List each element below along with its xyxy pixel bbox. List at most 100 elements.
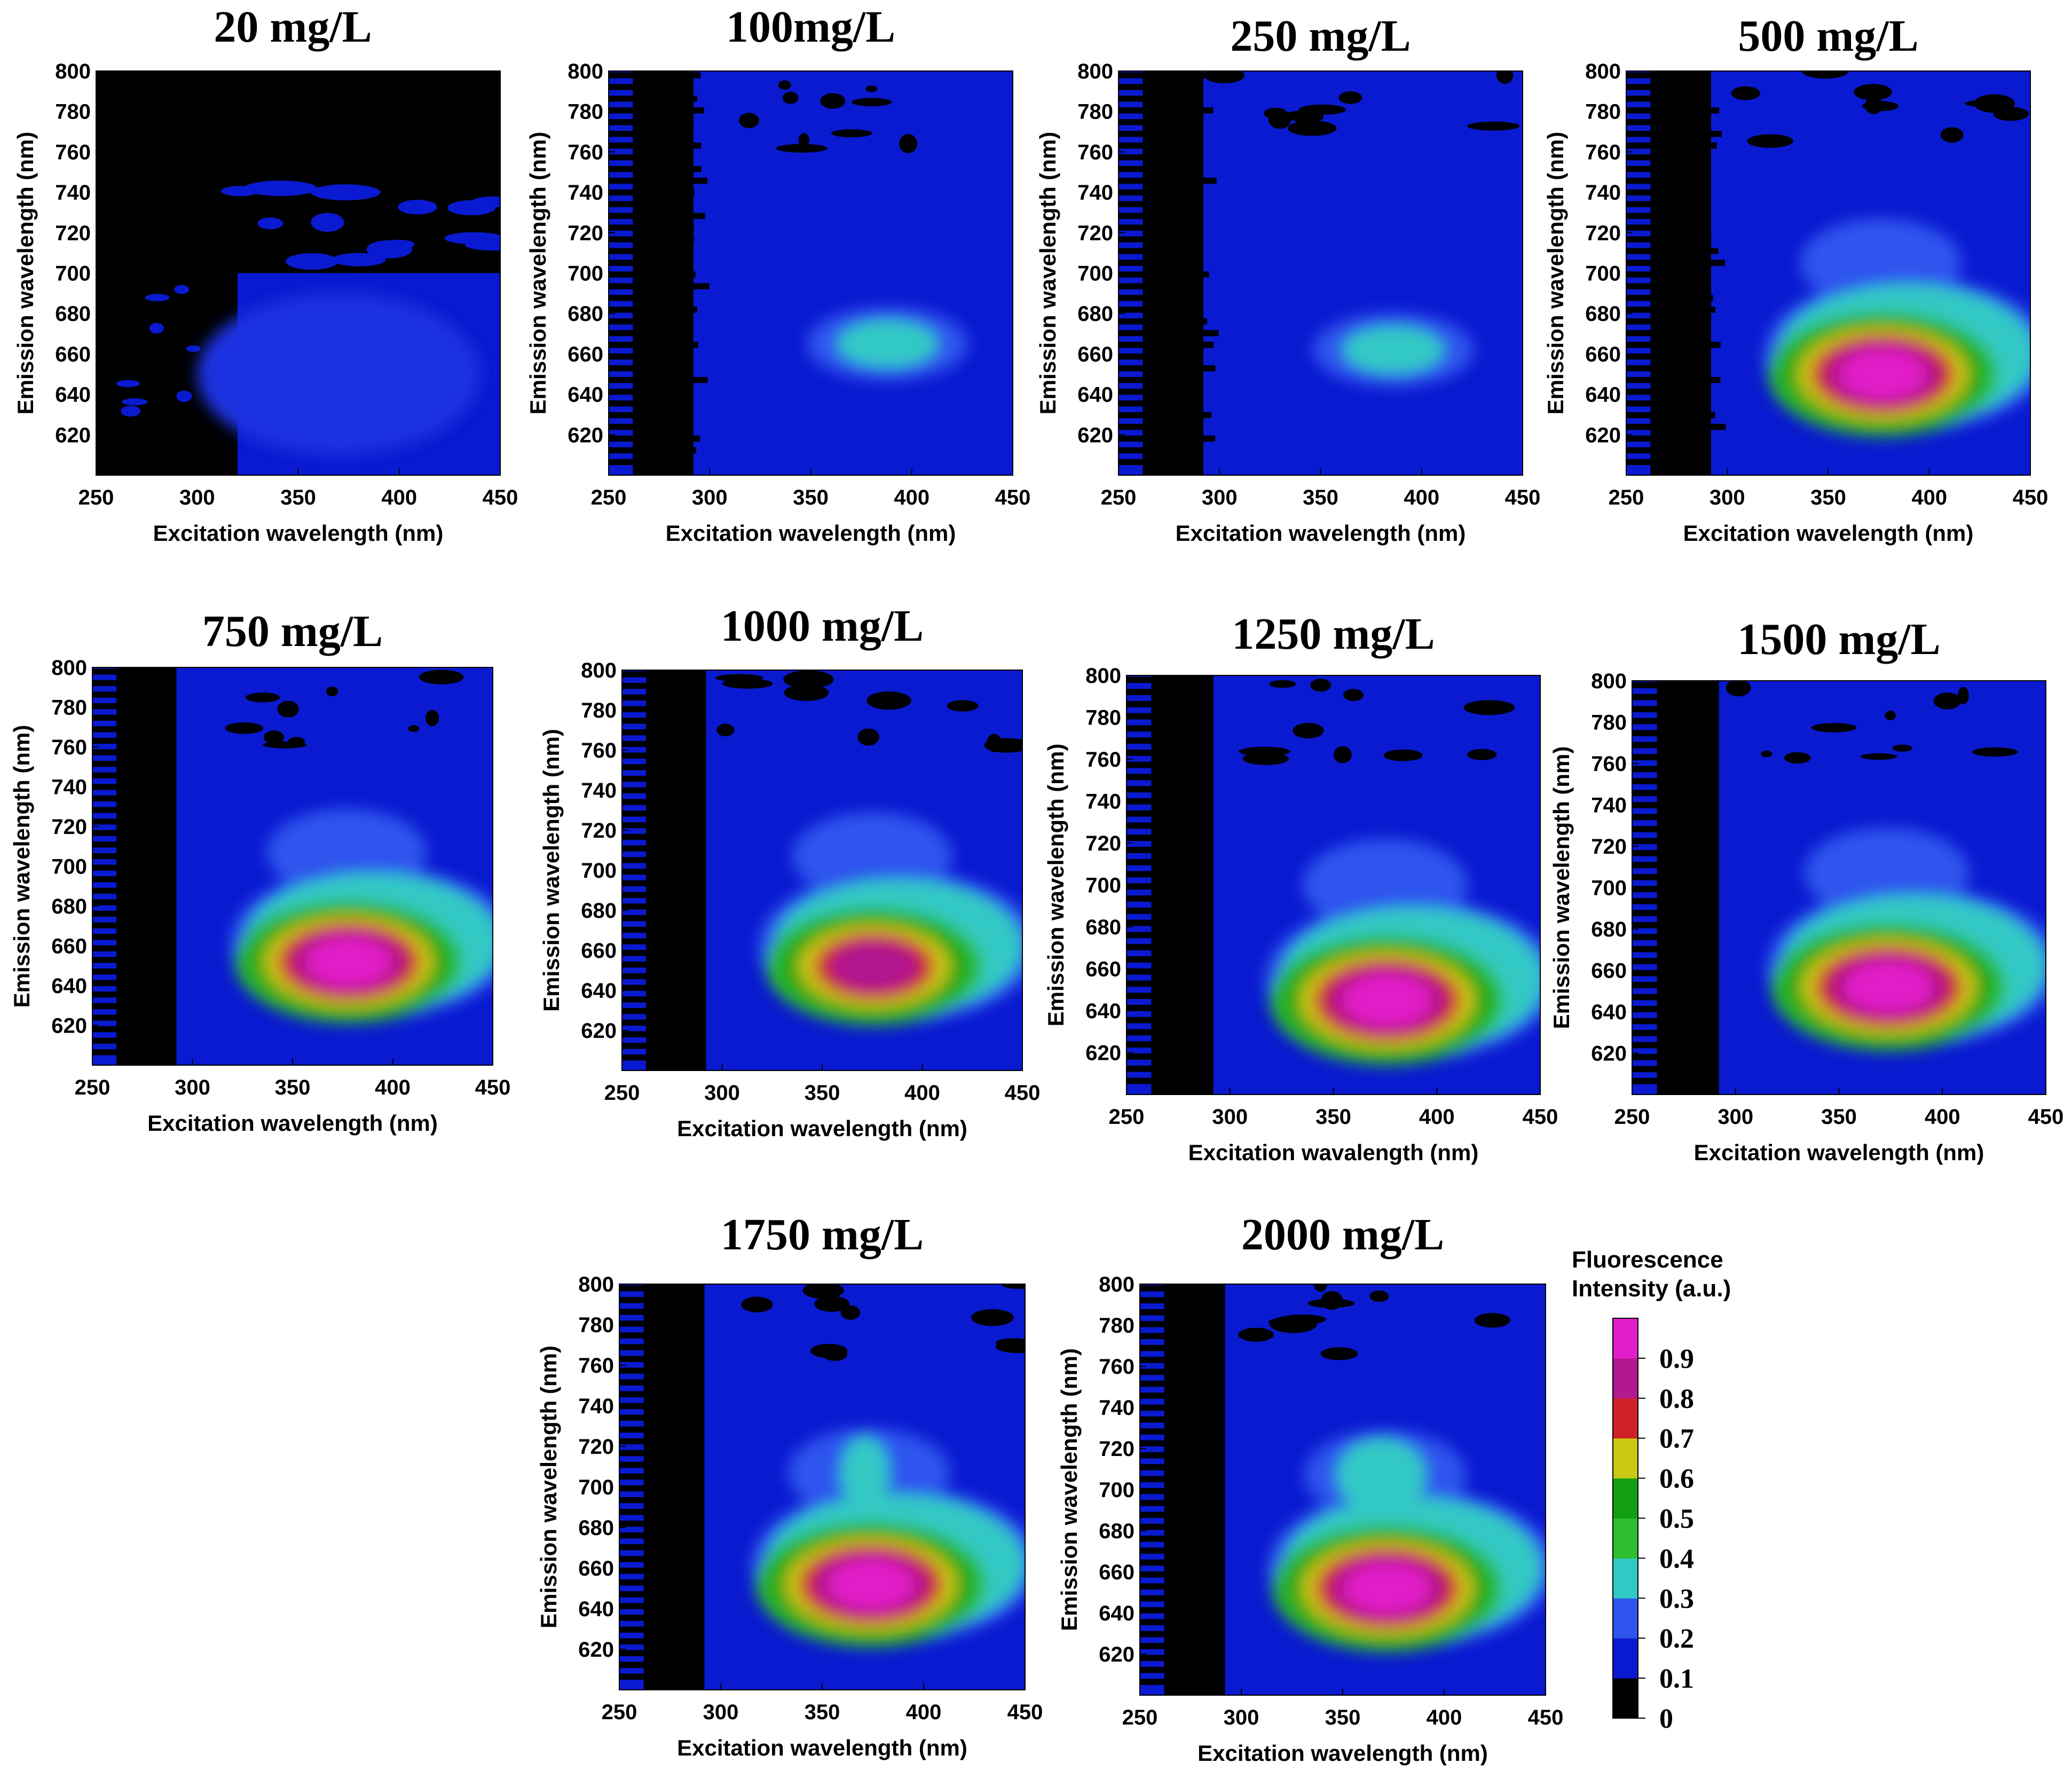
- x-tick-label: 250: [1614, 1105, 1650, 1129]
- y-tick-label: 680: [1077, 302, 1113, 326]
- x-tick-label: 300: [1212, 1105, 1248, 1129]
- y-tick-label: 760: [51, 736, 87, 759]
- low-signal-patch: [1940, 127, 1964, 143]
- y-tick-label: 700: [51, 855, 87, 879]
- panel-title: 500 mg/L: [1738, 11, 1918, 61]
- y-tick-label: 720: [1585, 222, 1621, 245]
- noise-patch: [243, 180, 318, 196]
- low-signal-patch: [1279, 1314, 1326, 1325]
- y-tick-label: 800: [1591, 670, 1627, 693]
- colorbar-tick-label: 0: [1659, 1704, 1673, 1734]
- low-signal-patch: [425, 710, 439, 727]
- y-axis-label: Emission wavelength (nm): [525, 132, 550, 415]
- y-tick-label: 700: [1591, 877, 1627, 900]
- x-axis-label: Excitation wavelength (nm): [153, 521, 444, 546]
- colorbar-tick-label: 0.1: [1659, 1664, 1694, 1694]
- y-tick-label: 780: [1591, 711, 1627, 735]
- y-tick-label: 740: [55, 181, 91, 204]
- y-tick-label: 800: [1099, 1273, 1135, 1296]
- y-tick-label: 760: [568, 140, 603, 164]
- y-tick-label: 640: [1585, 383, 1621, 407]
- colorbar: Fluorescence Intensity (a.u.) 0 0.1 0.2 0.3 0.…: [1572, 1247, 1731, 1734]
- low-signal-patch: [1885, 711, 1896, 721]
- y-tick-label: 660: [55, 343, 91, 366]
- low-signal-band: [96, 71, 500, 273]
- noise-patch: [149, 322, 164, 334]
- y-tick-label: 760: [1077, 140, 1113, 164]
- colorbar-tick-label: 0.5: [1659, 1504, 1694, 1534]
- heatmap-area: [1626, 71, 2030, 475]
- low-signal-patch: [277, 700, 299, 718]
- y-tick-label: 660: [1085, 958, 1121, 981]
- x-tick-label: 350: [280, 486, 316, 509]
- y-tick-label: 800: [578, 1273, 614, 1296]
- low-signal-patch: [984, 738, 1022, 753]
- colorbar-segment: [1613, 1478, 1638, 1518]
- low-signal-patch: [1321, 1290, 1343, 1310]
- heatmap-area: [1140, 1284, 1546, 1695]
- y-tick-label: 780: [1077, 100, 1113, 124]
- x-axis-label: Excitation wavelength (nm): [1176, 521, 1466, 546]
- low-signal-patch: [1784, 752, 1811, 764]
- noise-patch: [176, 390, 192, 402]
- y-tick-label: 680: [568, 302, 603, 326]
- x-tick-label: 400: [906, 1701, 942, 1724]
- y-tick-label: 700: [578, 1476, 614, 1499]
- intensity-contours: [1763, 218, 2030, 437]
- low-signal-column: [646, 670, 706, 1070]
- y-tick-label: 660: [581, 939, 617, 963]
- low-signal-patch: [899, 134, 918, 153]
- y-tick-label: 720: [568, 222, 603, 245]
- intensity-contours: [758, 812, 1022, 1026]
- low-signal-patch: [1298, 104, 1346, 115]
- panel-title: 20 mg/L: [214, 2, 372, 52]
- x-tick-label: 300: [1718, 1105, 1753, 1129]
- y-tick-label: 680: [1085, 916, 1121, 939]
- colorbar-segment: [1613, 1678, 1638, 1719]
- low-signal-patch: [1496, 71, 1514, 84]
- y-tick-label: 720: [1085, 832, 1121, 855]
- low-signal-patch: [1310, 679, 1332, 692]
- low-signal-column: [643, 1284, 705, 1690]
- low-signal-patch: [1467, 121, 1520, 131]
- low-signal-patch: [810, 1343, 848, 1358]
- x-tick-label: 300: [1709, 486, 1745, 509]
- low-signal-patch: [1338, 91, 1362, 104]
- low-signal-patch: [865, 85, 878, 92]
- low-signal-patch: [1463, 700, 1515, 715]
- low-signal-patch: [1204, 71, 1244, 84]
- x-axis-label: Excitation wavelength (nm): [147, 1111, 438, 1136]
- y-tick-label: 740: [1585, 181, 1621, 204]
- contour-level-9: [1845, 962, 1933, 1012]
- low-signal-patch: [840, 1305, 861, 1320]
- y-tick-label: 640: [568, 383, 603, 407]
- y-tick-label: 640: [55, 383, 91, 407]
- x-tick-label: 350: [805, 1081, 840, 1105]
- panel-8: 1500 mg/L 250 300 350 400 450 620 640 660 680 700 7…: [1549, 615, 2063, 1165]
- colorbar-tick-label: 0.3: [1659, 1584, 1694, 1614]
- y-tick-label: 720: [1077, 222, 1113, 245]
- intensity-contours: [1265, 839, 1540, 1065]
- y-tick-label: 620: [568, 423, 603, 447]
- low-signal-patch: [263, 741, 307, 749]
- x-tick-label: 450: [483, 486, 518, 509]
- contour-level-9: [1840, 349, 1926, 399]
- intensity-contours: [807, 306, 968, 381]
- y-tick-label: 760: [578, 1354, 614, 1377]
- y-tick-label: 680: [578, 1516, 614, 1540]
- panel-2: 100mg/L 250 300 350 400 450 620 640 660 680 700 720…: [525, 2, 1030, 546]
- low-signal-patch: [1264, 107, 1288, 119]
- y-tick-label: 620: [578, 1638, 614, 1662]
- x-tick-label: 400: [1925, 1105, 1960, 1129]
- x-tick-label: 400: [894, 486, 929, 509]
- y-tick-label: 780: [51, 696, 87, 720]
- y-tick-label: 800: [1077, 60, 1113, 83]
- low-signal-patch: [408, 725, 420, 732]
- noise-patch: [398, 200, 437, 215]
- y-axis-label: Emission wavelength (nm): [539, 729, 564, 1012]
- y-tick-label: 660: [1077, 343, 1113, 366]
- y-tick-label: 800: [51, 656, 87, 680]
- x-tick-label: 350: [1303, 486, 1338, 509]
- y-tick-label: 620: [1591, 1042, 1627, 1066]
